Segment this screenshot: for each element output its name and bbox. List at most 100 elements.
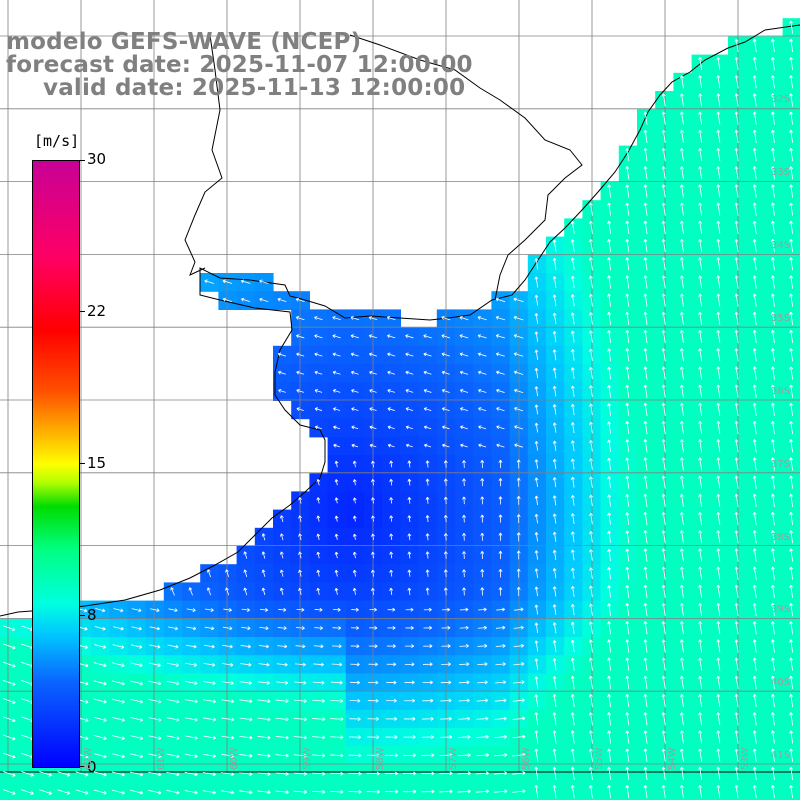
wind-arrow xyxy=(351,443,359,448)
wind-arrow xyxy=(443,478,448,486)
wind-arrow xyxy=(734,129,739,143)
wind-arrow xyxy=(402,789,417,794)
wind-arrow xyxy=(389,515,394,522)
wind-arrow xyxy=(534,349,539,360)
wind-arrow xyxy=(698,512,703,526)
wind-arrow xyxy=(443,569,448,577)
wind-arrow xyxy=(534,532,539,542)
wind-speed-cell xyxy=(782,509,800,529)
wind-speed-cell xyxy=(54,782,74,800)
wind-arrow xyxy=(625,675,630,689)
wind-arrow xyxy=(698,111,703,125)
wind-arrow xyxy=(770,748,775,762)
wind-arrow xyxy=(789,730,794,744)
wind-arrow xyxy=(516,496,521,505)
wind-arrow xyxy=(387,370,396,375)
wind-arrow xyxy=(425,478,430,486)
wind-arrow xyxy=(770,548,775,562)
wind-arrow xyxy=(716,766,721,780)
wind-arrow xyxy=(716,257,721,271)
wind-arrow xyxy=(316,551,321,559)
wind-arrow xyxy=(275,735,289,740)
wind-arrow xyxy=(314,334,323,339)
wind-arrow xyxy=(716,621,721,635)
wind-arrow xyxy=(333,407,341,411)
colorbar-label-15: 15 xyxy=(87,454,107,472)
wind-arrow xyxy=(534,785,539,799)
wind-arrow xyxy=(202,699,216,704)
wind-arrow xyxy=(716,402,721,416)
wind-arrow xyxy=(298,497,302,504)
graticule xyxy=(0,0,800,773)
wind-arrow xyxy=(716,148,721,162)
wind-arrow xyxy=(552,239,557,252)
wind-arrow xyxy=(316,515,321,522)
wind-speed-cell xyxy=(782,327,800,347)
wind-arrow xyxy=(261,569,266,577)
wind-arrow xyxy=(514,406,524,412)
wind-arrow xyxy=(277,644,288,649)
wind-arrow xyxy=(716,311,721,325)
wind-arrow xyxy=(588,639,593,653)
wind-arrow xyxy=(275,753,289,758)
wind-arrow xyxy=(166,753,180,759)
wind-arrow xyxy=(480,587,485,596)
wind-arrow xyxy=(94,626,106,631)
wind-arrow xyxy=(334,479,339,486)
wind-arrow xyxy=(334,551,339,559)
wind-arrow xyxy=(369,370,377,375)
wind-arrow xyxy=(148,735,162,740)
wind-arrow xyxy=(770,657,775,671)
wind-arrow xyxy=(770,93,775,107)
wind-arrow xyxy=(607,639,612,653)
wind-arrow xyxy=(661,530,666,544)
wind-arrow xyxy=(643,657,648,671)
wind-arrow xyxy=(734,111,739,125)
wind-arrow xyxy=(570,712,575,726)
wind-arrow xyxy=(625,148,630,162)
wind-arrow xyxy=(149,626,160,631)
wind-arrow xyxy=(150,608,160,613)
wind-arrow xyxy=(588,730,593,744)
wind-arrow xyxy=(770,293,775,307)
wind-arrow xyxy=(314,352,323,357)
wind-arrow xyxy=(148,717,162,722)
wind-arrow xyxy=(752,530,757,544)
wind-arrow xyxy=(389,569,394,577)
wind-arrow xyxy=(716,548,721,562)
wind-arrow xyxy=(225,569,230,578)
wind-speed-cell xyxy=(782,309,800,329)
wind-arrow xyxy=(570,403,575,415)
wind-arrow xyxy=(661,694,666,708)
wind-arrow xyxy=(570,621,575,634)
wind-arrow xyxy=(607,548,612,562)
wind-arrow xyxy=(752,275,757,289)
wind-arrow xyxy=(498,569,503,578)
wind-arrow xyxy=(534,748,539,762)
wind-arrow xyxy=(770,220,775,234)
wind-arrow xyxy=(643,239,648,253)
lat-label: 33S xyxy=(771,167,791,178)
wind-arrow xyxy=(293,717,308,722)
wind-arrow xyxy=(643,712,648,726)
wind-arrow xyxy=(296,334,305,339)
wind-arrow xyxy=(770,475,775,489)
wind-arrow xyxy=(734,384,739,398)
wind-arrow xyxy=(607,239,612,253)
wind-arrow xyxy=(185,662,198,667)
wind-arrow xyxy=(607,348,612,362)
wind-arrow xyxy=(789,366,794,380)
wind-arrow xyxy=(441,352,451,357)
wind-arrow xyxy=(512,698,525,703)
wind-arrow xyxy=(498,514,503,523)
wind-arrow xyxy=(552,640,557,652)
wind-arrow xyxy=(130,789,144,795)
wind-arrow xyxy=(480,551,485,559)
wind-arrow xyxy=(111,735,125,741)
wind-arrow xyxy=(112,644,125,649)
wind-arrow xyxy=(770,439,775,453)
wind-arrow xyxy=(350,644,360,649)
wind-arrow xyxy=(588,675,593,689)
wind-arrow xyxy=(698,675,703,689)
wind-arrow xyxy=(552,531,557,542)
